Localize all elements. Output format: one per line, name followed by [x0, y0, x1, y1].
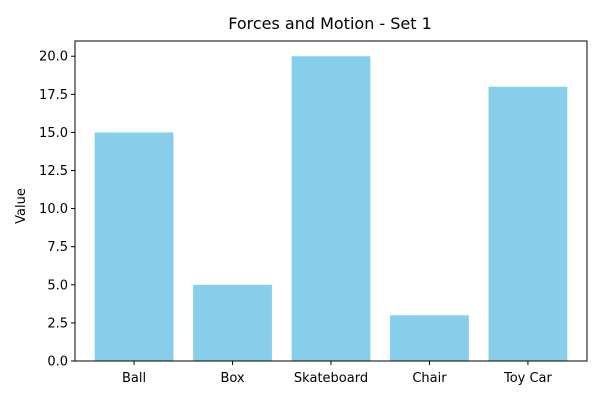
y-tick-label: 5.0 — [47, 278, 68, 293]
bar-skateboard — [291, 56, 371, 361]
y-ticks-group: 0.0 2.5 5.0 7.5 10.0 12.5 15.0 17.5 20.0 — [39, 50, 75, 370]
y-tick-label: 15.0 — [39, 126, 68, 141]
x-tick-label: Skateboard — [294, 371, 368, 386]
chart-title: Forces and Motion - Set 1 — [228, 14, 432, 33]
y-tick-label: 20.0 — [39, 50, 68, 65]
y-tick-label: 0.0 — [47, 355, 68, 370]
bars-group — [94, 56, 568, 361]
y-tick-label: 2.5 — [47, 316, 68, 331]
x-tick-label: Ball — [122, 371, 146, 386]
x-tick-label: Box — [220, 371, 244, 386]
y-tick-label: 12.5 — [39, 164, 68, 179]
x-tick-label: Toy Car — [503, 371, 553, 386]
y-axis-label: Value — [14, 188, 29, 224]
plot-frame — [74, 40, 588, 362]
x-tick-label: Chair — [412, 371, 447, 386]
x-ticks-group: Ball Box Skateboard Chair Toy Car — [122, 361, 553, 386]
bar-toy-car — [488, 86, 568, 361]
bar-box — [193, 284, 272, 361]
y-tick-label: 7.5 — [47, 240, 68, 255]
y-tick-label: 10.0 — [39, 202, 68, 217]
y-tick-label: 17.5 — [39, 88, 68, 103]
bar-ball — [94, 132, 174, 361]
bar-chair — [390, 315, 469, 361]
